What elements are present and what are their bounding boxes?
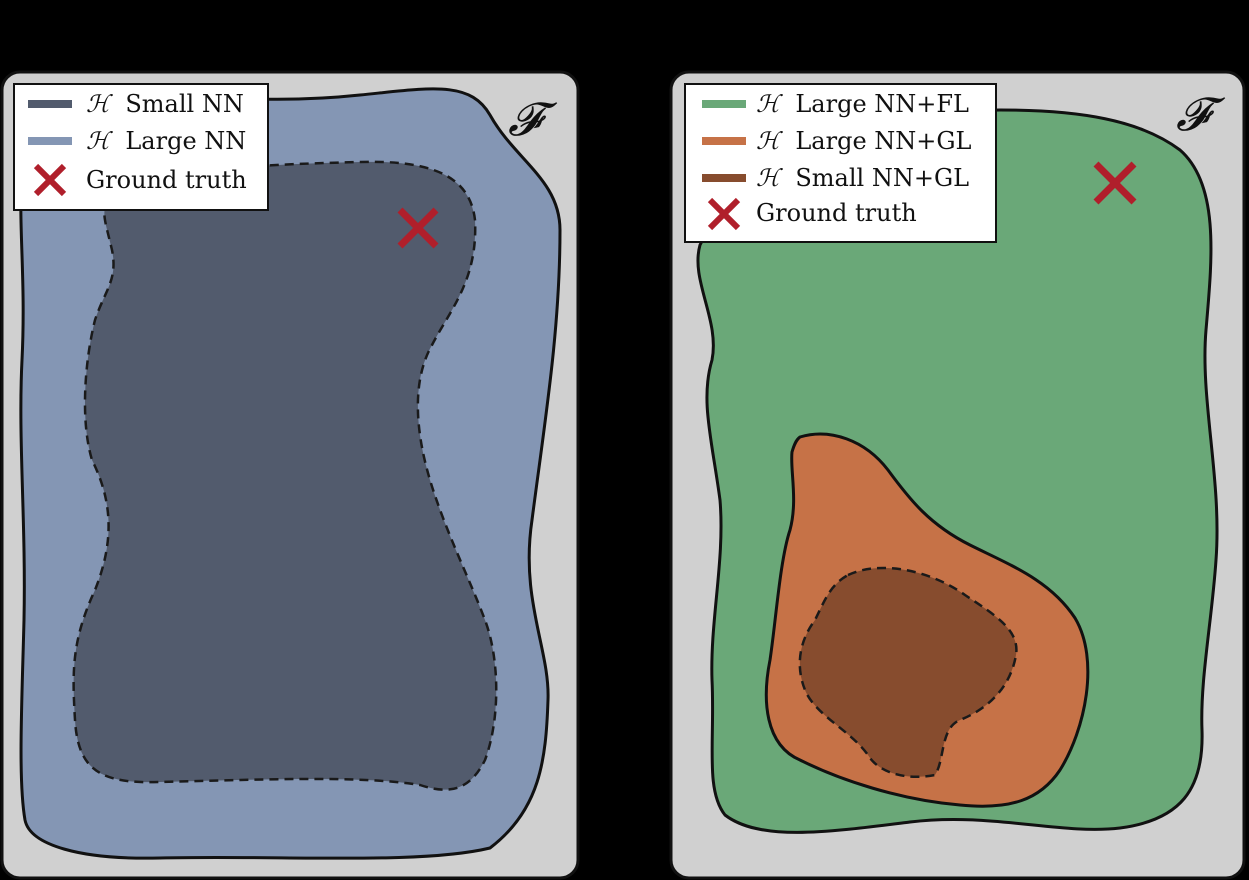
legend-item-ground-truth: Ground truth <box>707 197 917 231</box>
legend-left: ℋ Small NN ℋ Large NN Ground truth <box>13 83 269 211</box>
legend-item-large-nn: ℋ Large NN <box>28 127 246 155</box>
legend-symbol: ℋ <box>756 127 783 155</box>
legend-item-large-nn-gl: ℋ Large NN+GL <box>702 127 972 155</box>
legend-item-small-nn-gl: ℋ Small NN+GL <box>702 164 969 192</box>
legend-label: Small NN+GL <box>795 164 969 192</box>
legend-right: ℋ Large NN+FL ℋ Large NN+GL ℋ Small NN+G… <box>684 83 997 243</box>
ground-truth-cross-right <box>1093 161 1137 205</box>
svg-text:ℋ Large NN+FL: ℋ Large NN+FL <box>756 90 969 118</box>
legend-label: Large NN <box>125 127 246 155</box>
ground-truth-cross-left <box>397 207 439 249</box>
legend-item-large-nn-fl: ℋ Large NN+FL <box>702 90 969 118</box>
region-small-nn-gl <box>798 566 1018 779</box>
svg-text:ℋ Large NN: ℋ Large NN <box>86 127 246 155</box>
legend-label: Small NN <box>125 90 244 118</box>
svg-text:ℋ Small NN: ℋ Small NN <box>86 90 244 118</box>
svg-text:ℋ Small NN+GL: ℋ Small NN+GL <box>756 164 969 192</box>
legend-symbol: ℋ <box>756 164 783 192</box>
svg-text:ℋ Large NN+GL: ℋ Large NN+GL <box>756 127 972 155</box>
region-small-nn <box>72 160 498 791</box>
legend-symbol: ℋ <box>756 90 783 118</box>
panel-right: 𝓕 ℋ Large NN+FL ℋ Large NN+GL <box>669 70 1246 880</box>
legend-item-small-nn: ℋ Small NN <box>28 90 244 118</box>
cross-icon <box>33 163 67 197</box>
legend-symbol: ℋ <box>86 90 113 118</box>
cross-icon <box>707 197 741 231</box>
panel-left: 𝓕 ℋ Small NN ℋ Large NN <box>0 70 580 880</box>
legend-label: Large NN+GL <box>795 127 971 155</box>
legend-symbol: ℋ <box>86 127 113 155</box>
legend-label: Ground truth <box>86 166 247 194</box>
legend-item-ground-truth: Ground truth <box>33 163 247 197</box>
legend-label: Large NN+FL <box>795 90 969 118</box>
legend-right-box <box>684 83 997 243</box>
legend-label: Ground truth <box>756 199 917 227</box>
